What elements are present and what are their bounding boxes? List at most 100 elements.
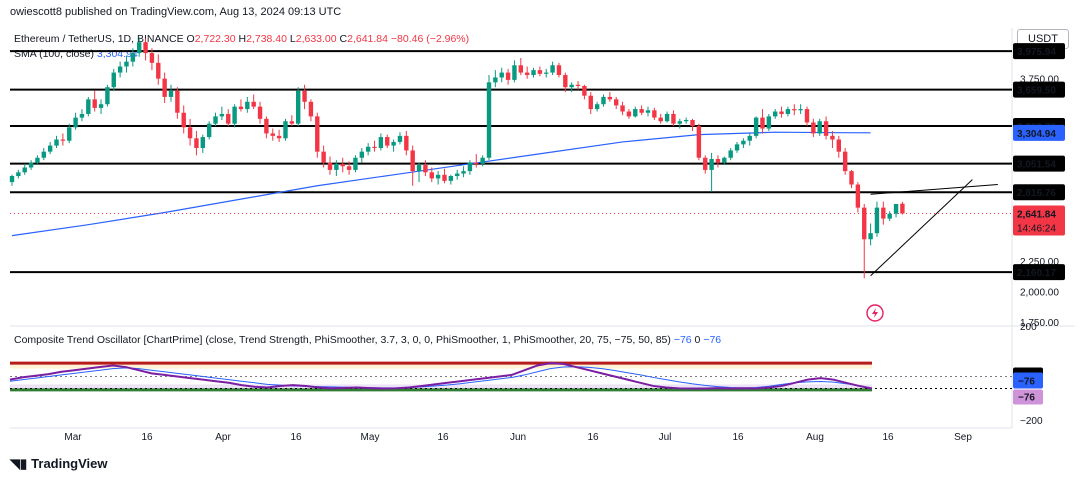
candle-body [73, 117, 78, 128]
candle-body [226, 113, 231, 124]
candle-body [817, 121, 822, 134]
candle-body [219, 113, 225, 117]
trend-line [870, 184, 998, 195]
candle-body [849, 171, 854, 185]
tradingview-logo[interactable]: ◥▮ TradingView [10, 456, 108, 472]
candle-body [448, 176, 454, 181]
sma-axis-label: 3,304.94 [1017, 129, 1056, 140]
candle-body [340, 163, 345, 167]
candle-body [391, 141, 396, 146]
candle-body [67, 127, 72, 141]
candle-body [137, 42, 142, 54]
candle-body [378, 137, 384, 149]
candle-body [206, 123, 212, 138]
publisher-line: owiescott8 published on TradingView.com,… [10, 6, 342, 18]
time-tick-label: May [361, 432, 380, 443]
candle-body [747, 135, 752, 141]
candle-body [480, 157, 485, 164]
candle-body [855, 184, 861, 208]
oscillator-value-2: 0 [694, 334, 701, 346]
candle-body [741, 140, 746, 145]
candle-body [582, 85, 587, 96]
candle-body [715, 158, 721, 163]
candle-body [505, 72, 511, 80]
candle-body [264, 118, 269, 134]
level-label-bg [1013, 155, 1065, 172]
candle-body [200, 137, 205, 149]
candle-body [639, 109, 644, 113]
candle-body [518, 65, 523, 73]
candle-body [461, 171, 466, 174]
candle-body [168, 90, 174, 97]
candle-body [773, 111, 778, 117]
trend-line [870, 179, 973, 277]
candle-body [722, 157, 727, 163]
candle-body [887, 213, 892, 219]
tradingview-logo-icon: ◥▮ [10, 456, 28, 471]
candle-body [232, 106, 237, 124]
candle-body [423, 165, 428, 173]
candle-body [792, 109, 797, 111]
bolt-icon-glyph [872, 308, 878, 318]
last-price-bg [1013, 205, 1065, 236]
candle-body [442, 174, 447, 181]
candle-body [117, 66, 123, 73]
level-label: 2,816.76 [1017, 188, 1056, 199]
candle-body [181, 112, 186, 128]
candle-body [683, 120, 689, 122]
candle-body [900, 203, 905, 214]
sma-line [11, 131, 871, 237]
candle-body [22, 167, 27, 173]
symbol-ohlc-line: Ethereum / TetherUS, 1D, BINANCE O2,722.… [14, 33, 469, 45]
ohlc-item: C2,641.84 [336, 33, 388, 45]
candle-body [359, 151, 364, 158]
candle-body [41, 151, 46, 158]
candle-body [353, 157, 358, 170]
candle-body [435, 174, 441, 179]
candle-body [652, 110, 657, 118]
candle-body [213, 116, 218, 124]
candle-body [690, 120, 695, 127]
candle-body [614, 99, 619, 106]
oscillator-value-1: −76 [673, 334, 692, 346]
candle-body [804, 109, 810, 123]
time-tick-label: Apr [215, 432, 231, 443]
osc-axis-label: −76 [1018, 392, 1035, 403]
candle-body [321, 151, 326, 163]
osc-slow-line [9, 366, 873, 389]
candle-body [524, 72, 530, 76]
candle-body [98, 104, 104, 108]
price-tick-label: 2,000.00 [1020, 288, 1059, 299]
candle-body [531, 70, 536, 76]
candle-body [881, 207, 886, 219]
candle-body [308, 101, 314, 117]
symbol-title: Ethereum / TetherUS, 1D, BINANCE [14, 33, 184, 45]
candle-body [385, 137, 390, 146]
oscillator-legend: Composite Trend Oscillator [ChartPrime] … [14, 334, 721, 346]
candle-body [798, 109, 803, 111]
candle-body [836, 139, 841, 152]
candle-body [315, 116, 320, 152]
time-tick-label: 16 [732, 432, 744, 443]
candle-body [283, 121, 288, 139]
candle-body [404, 135, 409, 151]
candle-body [334, 163, 339, 170]
tradingview-logo-text: TradingView [31, 456, 108, 471]
ohlc-item: −80.46 (−2.96%) [390, 33, 470, 45]
level-label: 3,051.54 [1017, 160, 1056, 171]
candle-body [753, 117, 759, 136]
candle-body [251, 101, 256, 107]
time-tick-label: Aug [806, 432, 824, 443]
time-tick-label: 16 [882, 432, 894, 443]
candle-body [257, 106, 263, 119]
candle-body [588, 95, 593, 110]
ohlc-values: O2,722.30 H2,738.40 L2,633.00 C2,641.84 … [187, 33, 470, 45]
candle-body [149, 53, 155, 63]
candle-body [429, 172, 434, 179]
time-tick-label: Sep [954, 432, 972, 443]
candle-body [474, 162, 479, 164]
candle-body [550, 65, 555, 73]
candle-body [86, 99, 91, 114]
candle-body [512, 65, 517, 80]
